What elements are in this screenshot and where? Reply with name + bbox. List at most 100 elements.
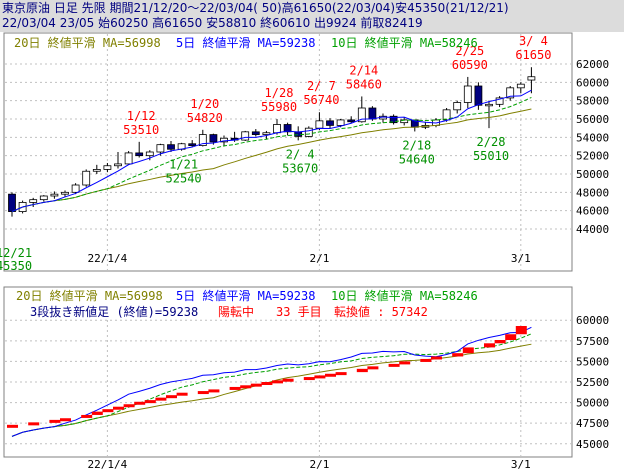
kagi-brick — [60, 418, 71, 422]
kagi-state: 陽転中 — [218, 304, 254, 319]
kagi-brick — [356, 368, 368, 373]
kagi-brick — [155, 397, 167, 401]
annotation-value: 45350 — [0, 259, 32, 273]
kagi-brick — [123, 404, 135, 408]
annotation-value: 54820 — [187, 111, 223, 125]
candle-body — [209, 134, 218, 143]
ma10-line — [11, 96, 532, 213]
candle-body — [71, 184, 80, 193]
annotation-value: 61650 — [515, 48, 551, 62]
bottom-y-tick-label: 47500 — [576, 417, 609, 430]
ma20-line — [11, 108, 532, 213]
annotation-date: 2/14 — [349, 63, 378, 77]
candle-body — [167, 144, 175, 150]
candle-body — [82, 170, 91, 186]
candle-body — [474, 85, 483, 106]
annotation-date: 2/28 — [477, 135, 506, 149]
y-tick-label: 56000 — [576, 113, 609, 126]
x-tick-label: 3/1 — [511, 252, 531, 265]
candle-body — [29, 199, 38, 203]
candle-body — [326, 120, 334, 126]
bottom-legend-ma5: 5日 終値平滑 MA=59238 — [176, 288, 315, 303]
bottom-y-tick-label: 52500 — [576, 376, 609, 389]
kagi-brick — [134, 401, 146, 405]
candle-body — [50, 193, 59, 197]
candle-body — [516, 83, 525, 89]
bottom-x-ticks: 22/1/4 2/1 3/1 — [88, 458, 531, 471]
kagi-bricks — [7, 326, 527, 428]
y-tick-label: 44000 — [576, 223, 609, 236]
candle-body — [315, 120, 324, 129]
candle-body — [188, 143, 197, 146]
bottom-y-tick-label: 57500 — [576, 335, 609, 348]
annotation-date: 3/ 4 — [519, 34, 548, 48]
kagi-count: 33 手目 — [276, 305, 322, 319]
candle-body — [135, 152, 144, 157]
annotation-value: 54640 — [399, 152, 435, 166]
kagi-brick — [240, 385, 252, 389]
annotation-value: 56740 — [303, 93, 339, 107]
legend-ma5: 5日 終値平滑 MA=59238 — [176, 35, 315, 50]
candle-body — [251, 131, 260, 135]
bottom-y-tick-label: 60000 — [576, 314, 609, 327]
kagi-brick — [505, 334, 517, 340]
candle-body — [442, 109, 451, 121]
annotation-date: 2/25 — [455, 44, 484, 58]
kagi-brick — [176, 392, 188, 396]
candle-body — [453, 102, 462, 111]
y-tick-label: 62000 — [576, 58, 609, 71]
bottom-x-tick-label: 2/1 — [309, 458, 329, 471]
candle-body — [463, 85, 472, 103]
kagi-brick — [388, 363, 400, 367]
bottom-y-tick-label: 45000 — [576, 438, 609, 451]
kagi-brick — [325, 373, 336, 377]
top-panel-frame — [3, 32, 573, 272]
candle-body — [283, 124, 292, 133]
bottom-ma20-line — [11, 343, 532, 437]
candle-body — [506, 87, 515, 99]
kagi-brick — [91, 411, 103, 415]
bottom-y-tick-label: 50000 — [576, 397, 609, 410]
candle-body — [8, 193, 16, 212]
top-y-ticks: 62000 60000 58000 56000 54000 52000 50000 48000… — [576, 58, 609, 236]
annotation-date: 1/20 — [190, 97, 219, 111]
candle-body — [114, 163, 122, 167]
moving-averages — [11, 89, 532, 213]
kagi-brick — [420, 358, 432, 362]
chart-header: 東京原油 日足 先限 期間21/12/20～22/03/04( 50)高6165… — [0, 0, 624, 32]
kagi-brick — [494, 340, 506, 344]
bottom-x-tick-label: 3/1 — [511, 458, 531, 471]
bottom-legend-ma10: 10日 終値平滑 MA=58246 — [331, 288, 478, 303]
kagi-brick — [431, 356, 442, 360]
kagi-brick — [399, 361, 411, 365]
kagi-reversal: 転換値 : 57342 — [334, 304, 428, 319]
candle-body — [336, 119, 345, 126]
kagi-brick — [102, 409, 114, 413]
candle-body — [156, 144, 165, 153]
header-line1: 東京原油 日足 先限 期間21/12/20～22/03/04( 50)高6165… — [2, 1, 509, 15]
candle-body — [262, 132, 271, 135]
bottom-y-ticks: 60000 57500 55000 52500 50000 47500 45000 — [576, 314, 609, 451]
candle-body — [39, 195, 48, 201]
annotation-date: 2/18 — [402, 138, 431, 152]
kagi-brick — [314, 375, 326, 379]
legend-ma10: 10日 終値平滑 MA=58246 — [331, 35, 478, 50]
annotation-value: 53670 — [282, 161, 318, 175]
annotation-value: 52540 — [166, 172, 202, 186]
annotation-value: 55010 — [473, 149, 509, 163]
bottom-y-tick-label: 55000 — [576, 355, 609, 368]
y-tick-label: 58000 — [576, 95, 609, 108]
y-tick-label: 48000 — [576, 186, 609, 199]
kagi-brick — [197, 391, 209, 395]
x-tick-label: 22/1/4 — [88, 252, 128, 265]
header-line2: 22/03/04 23/05 始60250 高61650 安58810 終606… — [2, 16, 423, 30]
y-tick-label: 54000 — [576, 131, 609, 144]
top-legend: 20日 終値平滑 MA=56998 5日 終値平滑 MA=59238 10日 終… — [14, 35, 478, 50]
annotation-value: 55980 — [261, 100, 297, 114]
candle-body — [304, 127, 313, 137]
kagi-brick — [303, 377, 315, 381]
kagi-brick — [367, 366, 379, 370]
kagi-brick — [208, 389, 220, 393]
ma5-line — [11, 89, 532, 213]
